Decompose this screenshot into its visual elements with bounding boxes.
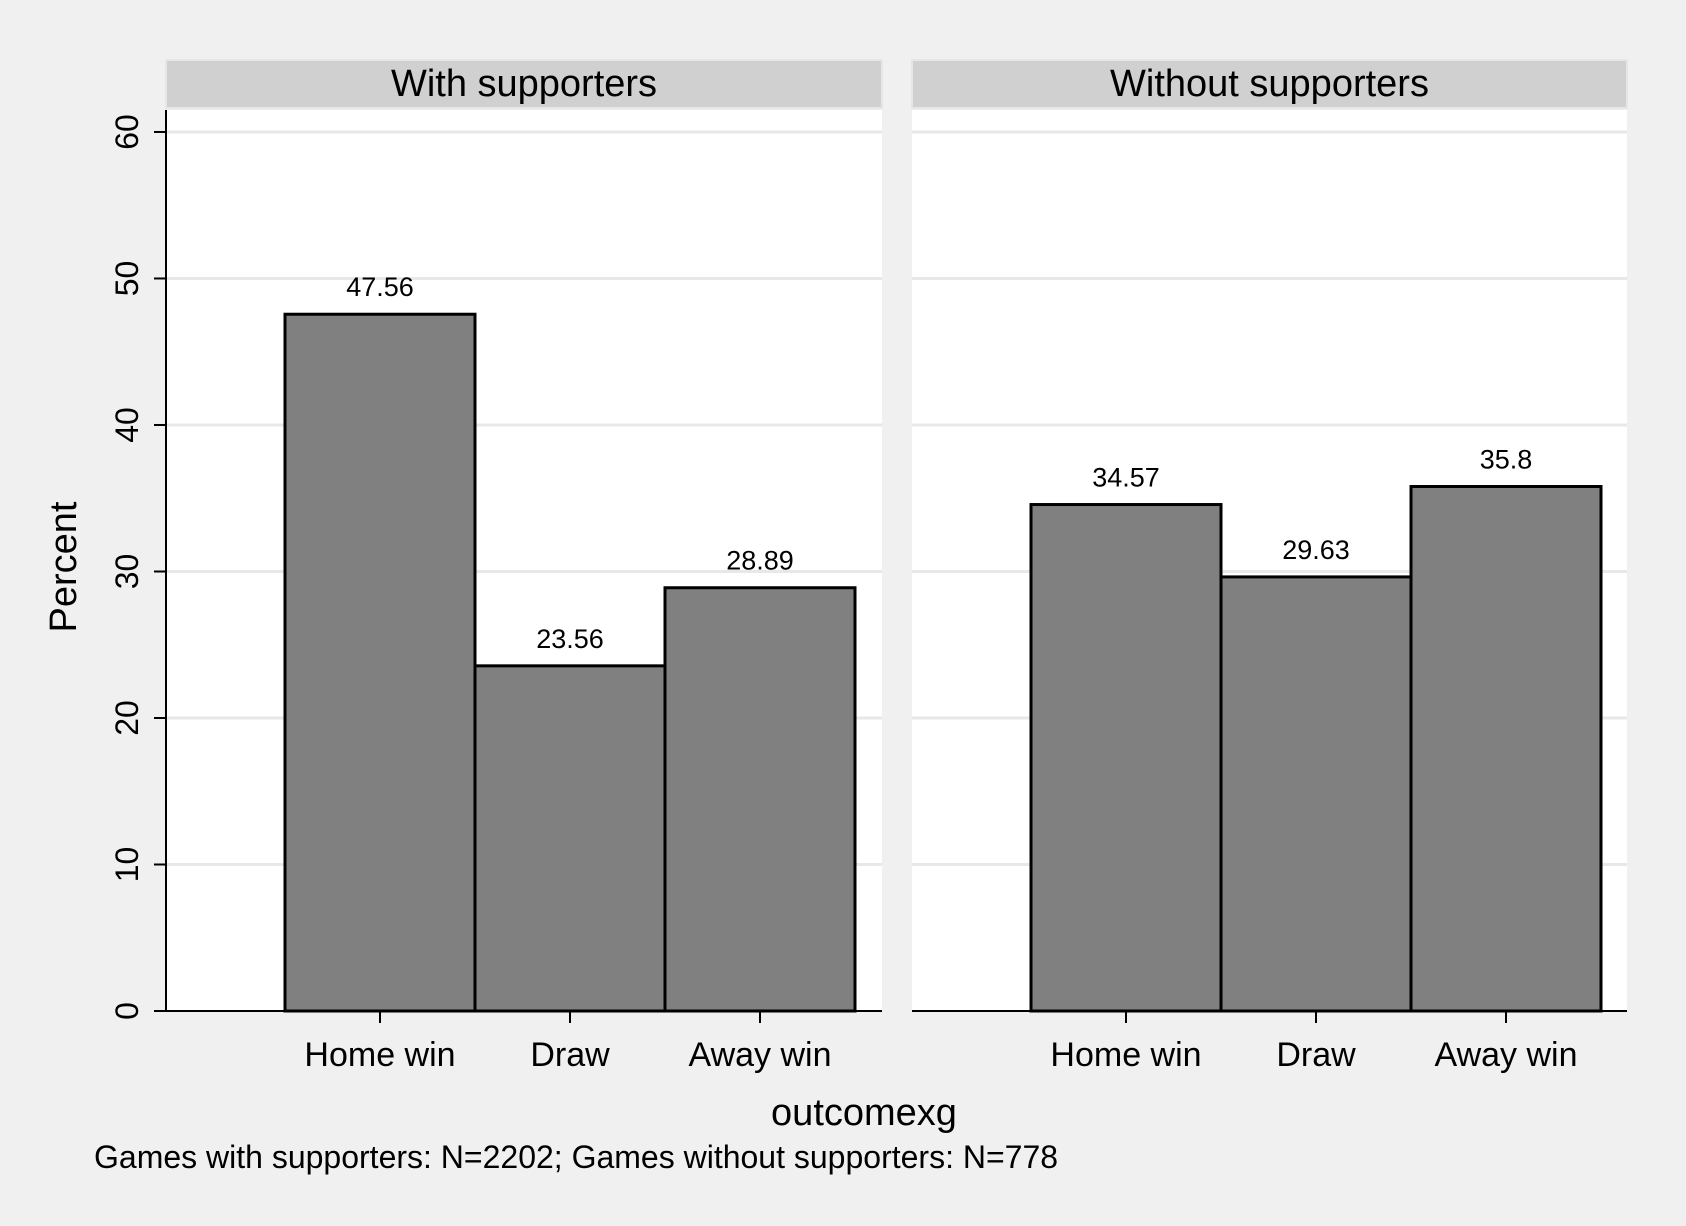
- y-tick-label: 50: [109, 261, 145, 297]
- x-tick-label: Draw: [1276, 1036, 1356, 1074]
- x-tick-label: Away win: [1435, 1036, 1578, 1074]
- y-tick-label: 10: [109, 847, 145, 883]
- x-tick-label: Away win: [689, 1036, 832, 1074]
- panel-1: With supporters 47.56 Home win 23.56 Draw 28.…: [165, 59, 883, 1074]
- bar-value-label: 29.63: [1282, 535, 1350, 565]
- y-tick-label: 60: [109, 114, 145, 150]
- bar-value-label: 35.8: [1480, 445, 1533, 475]
- bar: [283, 312, 477, 1013]
- panel-title: Without supporters: [1110, 63, 1429, 105]
- bar-value-label: 28.89: [726, 546, 794, 576]
- y-tick-label: 30: [109, 554, 145, 590]
- bar-value-label: 34.57: [1092, 463, 1160, 493]
- y-axis: 0 10 20 30 40 50 60: [109, 110, 167, 1020]
- bar: [473, 664, 667, 1013]
- bar: [1029, 503, 1223, 1013]
- y-tick-label: 20: [109, 700, 145, 736]
- y-tick-label: 0: [109, 1002, 145, 1020]
- panel-title: With supporters: [391, 63, 657, 105]
- y-axis-title: Percent: [43, 501, 85, 632]
- bar: [663, 586, 857, 1013]
- panel-strip: [165, 59, 883, 109]
- bar: [1409, 485, 1603, 1013]
- x-axis-title: outcomexg: [771, 1092, 957, 1134]
- panel-strip: [911, 59, 1628, 109]
- panels-layer: With supporters 47.56 Home win 23.56 Draw 28.…: [165, 59, 1628, 1074]
- bar-value-label: 47.56: [346, 272, 414, 302]
- x-tick-label: Home win: [304, 1036, 455, 1074]
- bar-value-label: 23.56: [536, 624, 604, 654]
- x-tick-label: Home win: [1050, 1036, 1201, 1074]
- chart-note: Games with supporters: N=2202; Games wit…: [94, 1139, 1058, 1175]
- x-tick-label: Draw: [530, 1036, 610, 1074]
- y-tick-label: 40: [109, 407, 145, 443]
- panel-2: Without supporters 34.57 Home win 29.63 Draw…: [911, 59, 1628, 1074]
- bar: [1219, 575, 1413, 1013]
